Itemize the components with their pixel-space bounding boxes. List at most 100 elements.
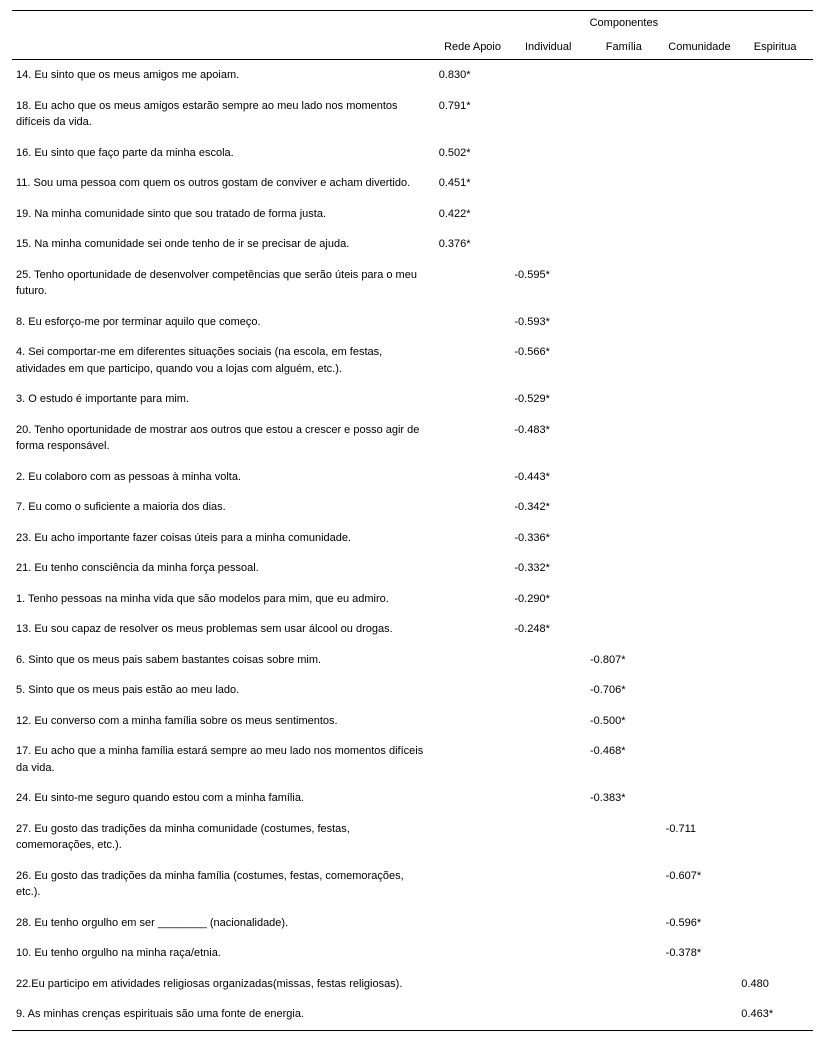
table-body: 14. Eu sinto que os meus amigos me apoia…	[12, 60, 813, 1031]
item-text: 8. Eu esforço-me por terminar aquilo que…	[12, 307, 435, 338]
loading-value	[435, 337, 511, 384]
loading-value	[435, 908, 511, 939]
loading-value: -0.593*	[510, 307, 586, 338]
loading-value	[737, 229, 813, 260]
loading-value	[510, 861, 586, 908]
loading-value	[737, 91, 813, 138]
loading-value	[510, 999, 586, 1030]
loading-value	[737, 523, 813, 554]
item-text: 7. Eu como o suficiente a maioria dos di…	[12, 492, 435, 523]
loading-value	[737, 307, 813, 338]
table-row: 10. Eu tenho orgulho na minha raça/etnia…	[12, 938, 813, 969]
loading-value	[737, 260, 813, 307]
loading-value	[435, 260, 511, 307]
loading-value	[586, 908, 662, 939]
loading-value	[586, 168, 662, 199]
loading-value	[510, 138, 586, 169]
table-row: 19. Na minha comunidade sinto que sou tr…	[12, 199, 813, 230]
item-text: 25. Tenho oportunidade de desenvolver co…	[12, 260, 435, 307]
table-row: 18. Eu acho que os meus amigos estarão s…	[12, 91, 813, 138]
loading-value	[737, 783, 813, 814]
loading-value	[435, 706, 511, 737]
loading-value	[662, 736, 738, 783]
loading-value	[586, 814, 662, 861]
loading-value: -0.529*	[510, 384, 586, 415]
loading-value	[510, 908, 586, 939]
loading-value	[662, 229, 738, 260]
item-text: 9. As minhas crenças espirituais são uma…	[12, 999, 435, 1030]
item-text: 18. Eu acho que os meus amigos estarão s…	[12, 91, 435, 138]
loading-value	[435, 523, 511, 554]
loading-value	[510, 736, 586, 783]
loading-value	[662, 783, 738, 814]
loading-value	[586, 553, 662, 584]
loading-value	[435, 675, 511, 706]
loading-value	[510, 645, 586, 676]
loading-value: -0.706*	[586, 675, 662, 706]
item-text: 3. O estudo é importante para mim.	[12, 384, 435, 415]
loading-value	[586, 584, 662, 615]
item-text: 10. Eu tenho orgulho na minha raça/etnia…	[12, 938, 435, 969]
loading-value: -0.290*	[510, 584, 586, 615]
loading-value	[435, 584, 511, 615]
item-text: 28. Eu tenho orgulho em ser ________ (na…	[12, 908, 435, 939]
loading-value	[662, 384, 738, 415]
table-row: 21. Eu tenho consciência da minha força …	[12, 553, 813, 584]
loading-value: 0.451*	[435, 168, 511, 199]
loading-value	[586, 384, 662, 415]
loading-value	[662, 645, 738, 676]
loading-value	[586, 307, 662, 338]
item-text: 27. Eu gosto das tradições da minha comu…	[12, 814, 435, 861]
loading-value	[662, 675, 738, 706]
loading-value	[737, 584, 813, 615]
loading-value	[662, 706, 738, 737]
loading-value: -0.378*	[662, 938, 738, 969]
loading-value: 0.502*	[435, 138, 511, 169]
loading-value	[586, 260, 662, 307]
loading-value	[510, 814, 586, 861]
loading-value	[662, 492, 738, 523]
loading-value	[662, 91, 738, 138]
loading-value: -0.711	[662, 814, 738, 861]
loading-value	[586, 523, 662, 554]
loading-value	[586, 91, 662, 138]
loading-value	[435, 492, 511, 523]
table-row: 12. Eu converso com a minha família sobr…	[12, 706, 813, 737]
loading-value	[435, 969, 511, 1000]
col-header-comunidade: Comunidade	[662, 35, 738, 60]
item-text: 1. Tenho pessoas na minha vida que são m…	[12, 584, 435, 615]
loading-value	[435, 553, 511, 584]
table-row: 9. As minhas crenças espirituais são uma…	[12, 999, 813, 1030]
item-text: 19. Na minha comunidade sinto que sou tr…	[12, 199, 435, 230]
loading-value: -0.807*	[586, 645, 662, 676]
loading-value: -0.566*	[510, 337, 586, 384]
loading-value: -0.483*	[510, 415, 586, 462]
loading-value	[737, 415, 813, 462]
table-row: 3. O estudo é importante para mim. -0.529…	[12, 384, 813, 415]
table-row: 2. Eu colaboro com as pessoas à minha vo…	[12, 462, 813, 493]
col-header-rede-apoio: Rede Apoio	[435, 35, 511, 60]
loading-value	[737, 614, 813, 645]
loading-value	[510, 60, 586, 91]
item-text: 13. Eu sou capaz de resolver os meus pro…	[12, 614, 435, 645]
factor-loadings-table: Componentes Rede Apoio Individual Famíli…	[12, 10, 813, 1031]
table-row: 14. Eu sinto que os meus amigos me apoia…	[12, 60, 813, 91]
loading-value	[435, 307, 511, 338]
loading-value	[435, 384, 511, 415]
table-row: 1. Tenho pessoas na minha vida que são m…	[12, 584, 813, 615]
loading-value	[586, 938, 662, 969]
loading-value	[435, 783, 511, 814]
loading-value	[510, 91, 586, 138]
loading-value: -0.468*	[586, 736, 662, 783]
loading-value	[737, 675, 813, 706]
loading-value	[586, 199, 662, 230]
loading-value	[586, 969, 662, 1000]
loading-value	[510, 938, 586, 969]
loading-value: 0.830*	[435, 60, 511, 91]
loading-value: -0.595*	[510, 260, 586, 307]
loading-value	[586, 229, 662, 260]
loading-value	[510, 969, 586, 1000]
loading-value: -0.336*	[510, 523, 586, 554]
loading-value: -0.500*	[586, 706, 662, 737]
table-row: 16. Eu sinto que faço parte da minha esc…	[12, 138, 813, 169]
